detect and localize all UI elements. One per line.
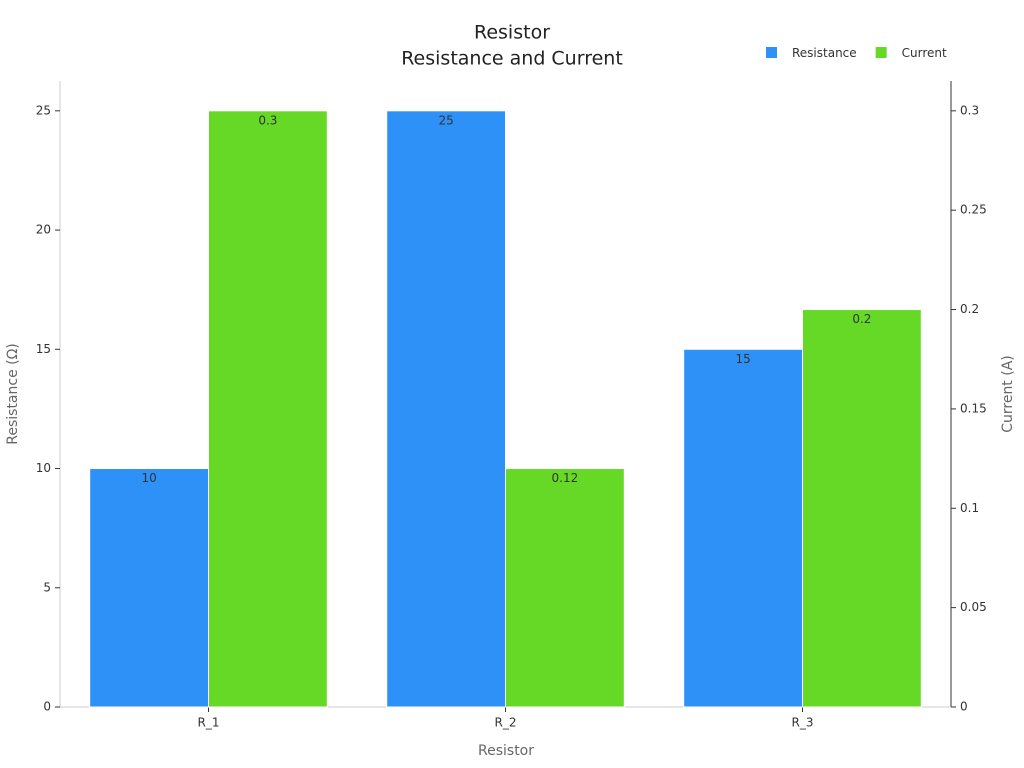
y2-tick-label: 0.05	[960, 600, 987, 614]
y-tick-label: 5	[43, 580, 51, 594]
bar	[208, 110, 328, 708]
y2-tick-label: 0.15	[960, 401, 987, 415]
chart-title: Resistor	[474, 22, 550, 44]
y-tick-label: 15	[36, 342, 51, 356]
legend-label: Resistance	[792, 46, 857, 60]
y2-tick-label: 0.2	[960, 302, 979, 316]
y2-tick-label: 0	[960, 700, 968, 714]
x-tick-label: R_3	[792, 716, 814, 730]
bar	[802, 309, 922, 708]
x-tick-label: R_1	[198, 716, 220, 730]
y-axis-title: Resistance (Ω)	[5, 343, 21, 445]
legend-swatch	[766, 47, 777, 58]
data-label: 25	[438, 113, 453, 127]
x-tick-label: R_2	[495, 716, 517, 730]
data-label: 0.3	[258, 113, 277, 127]
bar	[505, 468, 625, 708]
data-label: 15	[735, 352, 750, 366]
y2-tick-label: 0.3	[960, 103, 979, 117]
data-label: 10	[141, 471, 156, 485]
data-label: 0.2	[852, 312, 871, 326]
y-tick-label: 0	[43, 700, 51, 714]
y2-tick-label: 0.25	[960, 203, 987, 217]
bar	[386, 110, 507, 708]
y-tick-label: 20	[36, 223, 51, 237]
y2-tick-label: 0.1	[960, 501, 979, 515]
y-tick-label: 25	[36, 103, 51, 117]
legend-swatch	[875, 47, 887, 58]
bar	[89, 468, 209, 708]
y-tick-label: 10	[36, 461, 51, 475]
legend-label: Current	[902, 46, 947, 60]
y2-axis-title: Current (A)	[1000, 355, 1016, 433]
data-label: 0.12	[552, 471, 579, 485]
x-axis-title: Resistor	[478, 743, 534, 759]
chart-subtitle: Resistance and Current	[401, 48, 623, 70]
bar	[683, 348, 804, 708]
